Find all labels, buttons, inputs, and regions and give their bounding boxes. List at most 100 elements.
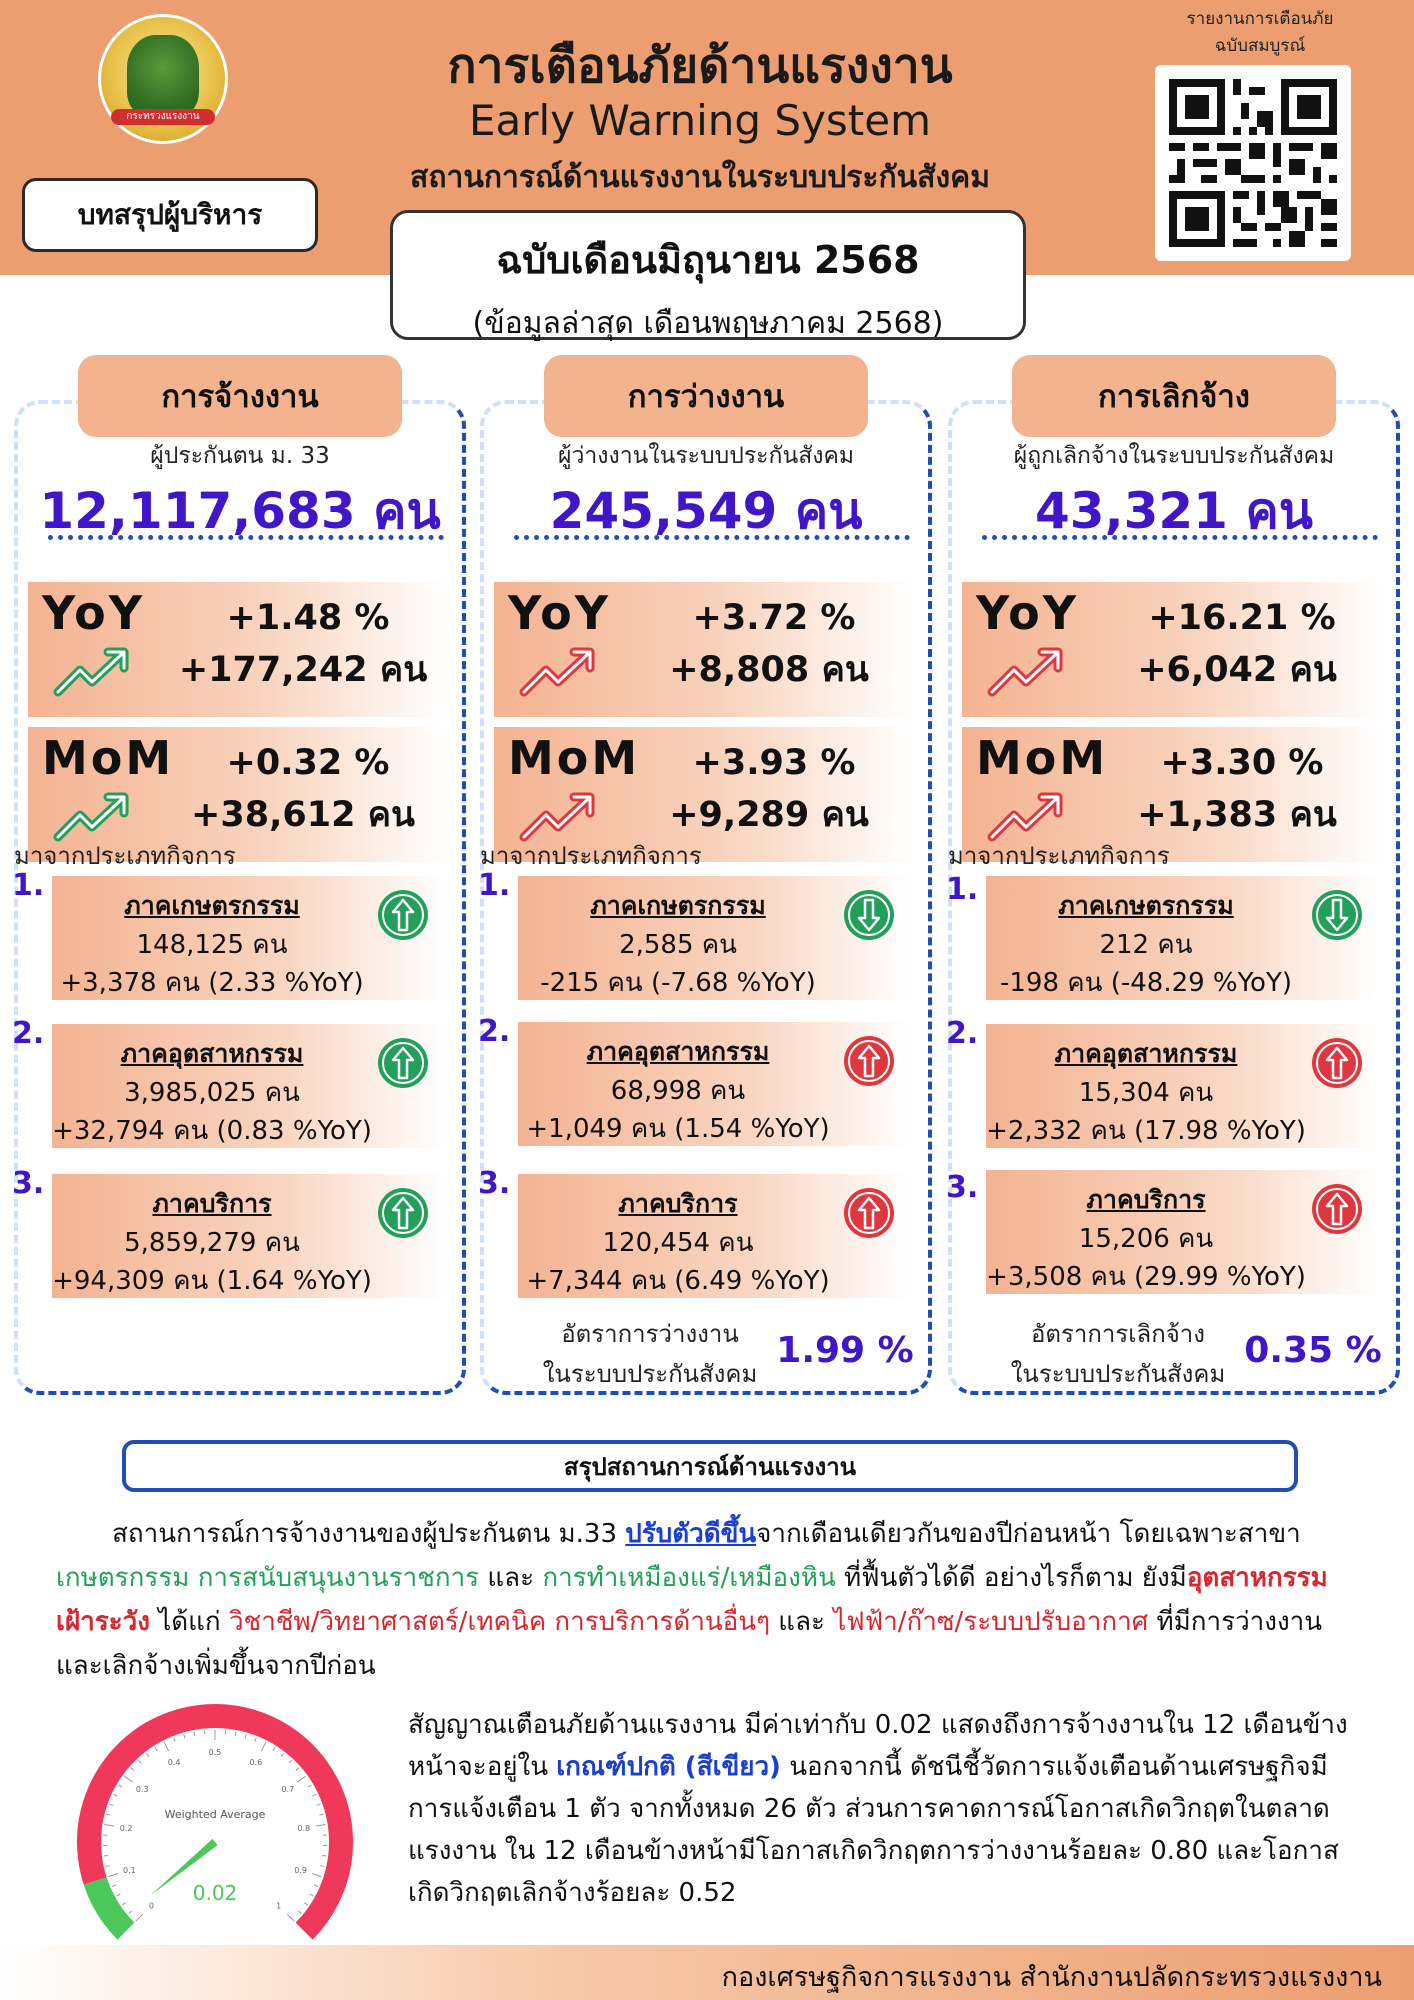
yoy-absolute: +177,242 คน bbox=[178, 650, 428, 690]
mom-label: MoM bbox=[42, 731, 175, 785]
rate-label: อัตราการว่างงาน ในระบบประกันสังคม bbox=[520, 1314, 780, 1394]
gauge-tick bbox=[311, 1873, 322, 1878]
sector-change: +32,794 คน (0.83 %YoY) bbox=[52, 1116, 372, 1146]
sector-source-label: มาจากประเภทกิจการ bbox=[14, 842, 236, 870]
gauge-value: 0.02 bbox=[193, 1881, 238, 1905]
sector-rank: 3. bbox=[12, 1166, 45, 1201]
edition-data-date: (ข้อมูลล่าสุด เดือนพฤษภาคม 2568) bbox=[472, 306, 944, 341]
yoy-card: YoY +3.72 % +8,808 คน bbox=[494, 582, 914, 717]
page-subtitle: สถานการณ์ด้านแรงงานในระบบประกันสังคม bbox=[410, 160, 990, 195]
edition-box: ฉบับเดือนมิถุนายน 2568 (ข้อมูลล่าสุด เดื… bbox=[390, 210, 1026, 341]
gauge-tick bbox=[145, 1753, 150, 1757]
trend-up-icon bbox=[519, 647, 595, 697]
gauge-tick bbox=[104, 1823, 115, 1827]
page-title: การเตือนภัยด้านแรงงาน bbox=[447, 38, 953, 94]
summary-text-7: ที่มีการว่างงานและเลิกจ้างเพิ่มขึ้นจากปี… bbox=[56, 1607, 1323, 1681]
sector-source-label: มาจากประเภทกิจการ bbox=[480, 842, 702, 870]
footer-text: กองเศรษฐกิจการแรงงาน สำนักงานปลัดกระทรวง… bbox=[721, 1962, 1382, 1993]
gauge-tick-label: 0.3 bbox=[136, 1785, 149, 1794]
gauge-green-band bbox=[83, 1877, 135, 1940]
gauge-needle bbox=[150, 1838, 218, 1896]
sector-rank: 3. bbox=[946, 1170, 979, 1205]
sector-count: 15,206 คน bbox=[1078, 1224, 1214, 1254]
gauge-tick-label: 0.6 bbox=[249, 1758, 262, 1767]
sector-name: ภาคเกษตรกรรม bbox=[590, 891, 766, 920]
mom-percent: +0.32 % bbox=[226, 743, 390, 783]
summary-highlight-red-1: วิชาชีพ/วิทยาศาสตร์/เทคนิค การบริการด้าน… bbox=[228, 1607, 771, 1637]
sector-arrow bbox=[376, 1036, 430, 1094]
column-subtitle: ผู้ว่างงานในระบบประกันสังคม bbox=[557, 443, 855, 469]
sector-count: 5,859,279 คน bbox=[124, 1228, 300, 1258]
mom-percent: +3.30 % bbox=[1160, 743, 1324, 783]
gauge-background bbox=[73, 1700, 357, 1984]
sector-rank: 1. bbox=[478, 868, 511, 903]
gauge-tick bbox=[288, 1760, 293, 1764]
sector-arrow bbox=[1310, 1182, 1364, 1240]
qr-code[interactable] bbox=[1155, 65, 1351, 261]
sector-card: ภาคเกษตรกรรม 212 คน -198 คน (-48.29 %YoY) bbox=[986, 876, 1378, 1000]
gauge-tick bbox=[108, 1873, 119, 1878]
trend-icon-wrap bbox=[518, 789, 604, 849]
gauge-tick bbox=[124, 1775, 133, 1783]
sector-card: ภาคบริการ 5,859,279 คน +94,309 คน (1.64 %Y… bbox=[52, 1174, 444, 1298]
gauge-tick bbox=[304, 1902, 308, 1906]
column-unemployment: การว่างงาน ผู้ว่างงานในระบบประกันสังคม 245… bbox=[478, 355, 932, 1395]
summary-highlight-improved: ปรับตัวดีขึ้น bbox=[625, 1519, 757, 1549]
gauge-tick bbox=[319, 1813, 324, 1816]
gauge-tick bbox=[116, 1893, 121, 1897]
summary-highlight-green-2: การทำเหมืองแร่/เหมืองหิน bbox=[542, 1563, 836, 1593]
dotted-divider bbox=[48, 535, 444, 540]
gauge-tick bbox=[137, 1760, 142, 1764]
signal-text-1: สัญญาณเตือนภัยด้านแรงงาน มีค่าเท่ากับ 0.… bbox=[408, 1710, 1348, 1782]
sector-rank: 1. bbox=[946, 872, 979, 907]
rate-value: 1.99 % bbox=[776, 1330, 914, 1371]
qr-caption-line2: ฉบับสมบูรณ์ bbox=[1214, 36, 1306, 56]
gauge-tick bbox=[315, 1823, 326, 1827]
gauge-tick bbox=[286, 1913, 295, 1922]
sector-count: 148,125 คน bbox=[136, 930, 288, 960]
mom-absolute: +38,612 คน bbox=[191, 795, 415, 835]
page-title-english: Early Warning System bbox=[468, 96, 932, 145]
yoy-percent: +16.21 % bbox=[1148, 598, 1336, 638]
mom-card: MoM +3.93 % +9,289 คน bbox=[494, 727, 914, 862]
sector-card: ภาคอุตสาหกรรม 15,304 คน +2,332 คน (17.98 %… bbox=[986, 1024, 1378, 1148]
sector-rank: 2. bbox=[478, 1014, 511, 1049]
gauge-tick bbox=[103, 1855, 108, 1857]
sector-count: 3,985,025 คน bbox=[124, 1078, 300, 1108]
gauge-tick bbox=[135, 1913, 144, 1922]
yoy-absolute: +8,808 คน bbox=[669, 650, 869, 690]
column-employment: การจ้างงาน ผู้ประกันตน ม. 33 12,117,683 คน… bbox=[12, 355, 466, 1395]
sector-arrow bbox=[842, 1034, 896, 1092]
arrow-up-circle-icon bbox=[844, 1188, 894, 1238]
trend-icon-wrap bbox=[518, 644, 604, 704]
arrow-up-circle-icon bbox=[378, 1188, 428, 1238]
gauge-tick bbox=[106, 1813, 111, 1816]
sector-arrow bbox=[842, 888, 896, 946]
logo-emblem bbox=[127, 35, 199, 117]
column-subtitle: ผู้ประกันตน ม. 33 bbox=[150, 443, 330, 469]
arrow-down-circle-icon bbox=[844, 890, 894, 940]
dotted-divider bbox=[514, 535, 910, 540]
trend-icon-wrap bbox=[986, 644, 1072, 704]
sector-rank: 3. bbox=[478, 1166, 511, 1201]
trend-up-icon bbox=[53, 792, 129, 842]
gauge-tick bbox=[112, 1884, 117, 1887]
sector-change: -215 คน (-7.68 %YoY) bbox=[540, 968, 816, 998]
signal-paragraph: สัญญาณเตือนภัยด้านแรงงาน มีค่าเท่ากับ 0.… bbox=[408, 1704, 1368, 1914]
gauge-tick bbox=[322, 1855, 327, 1857]
yoy-percent: +3.72 % bbox=[692, 598, 856, 638]
gauge-title: Weighted Average bbox=[165, 1808, 266, 1821]
gauge-tick bbox=[113, 1793, 118, 1797]
column-total: 43,321 คน bbox=[1035, 482, 1313, 540]
sector-name: ภาคบริการ bbox=[152, 1189, 272, 1218]
mom-label: MoM bbox=[976, 731, 1109, 785]
gauge-tick bbox=[154, 1747, 158, 1752]
arrow-up-circle-icon bbox=[1312, 1038, 1362, 1088]
executive-summary-label: บทสรุปผู้บริหาร bbox=[22, 178, 318, 252]
qr-caption: รายงานการเตือนภัย ฉบับสมบูรณ์ bbox=[1140, 6, 1380, 60]
sector-count: 68,998 คน bbox=[610, 1076, 746, 1106]
gauge-tick bbox=[297, 1775, 306, 1783]
signal-highlight-normal: เกณฑ์ปกติ (สีเขียว) bbox=[556, 1752, 781, 1782]
mom-percent: +3.93 % bbox=[692, 743, 856, 783]
trend-up-icon bbox=[519, 792, 595, 842]
